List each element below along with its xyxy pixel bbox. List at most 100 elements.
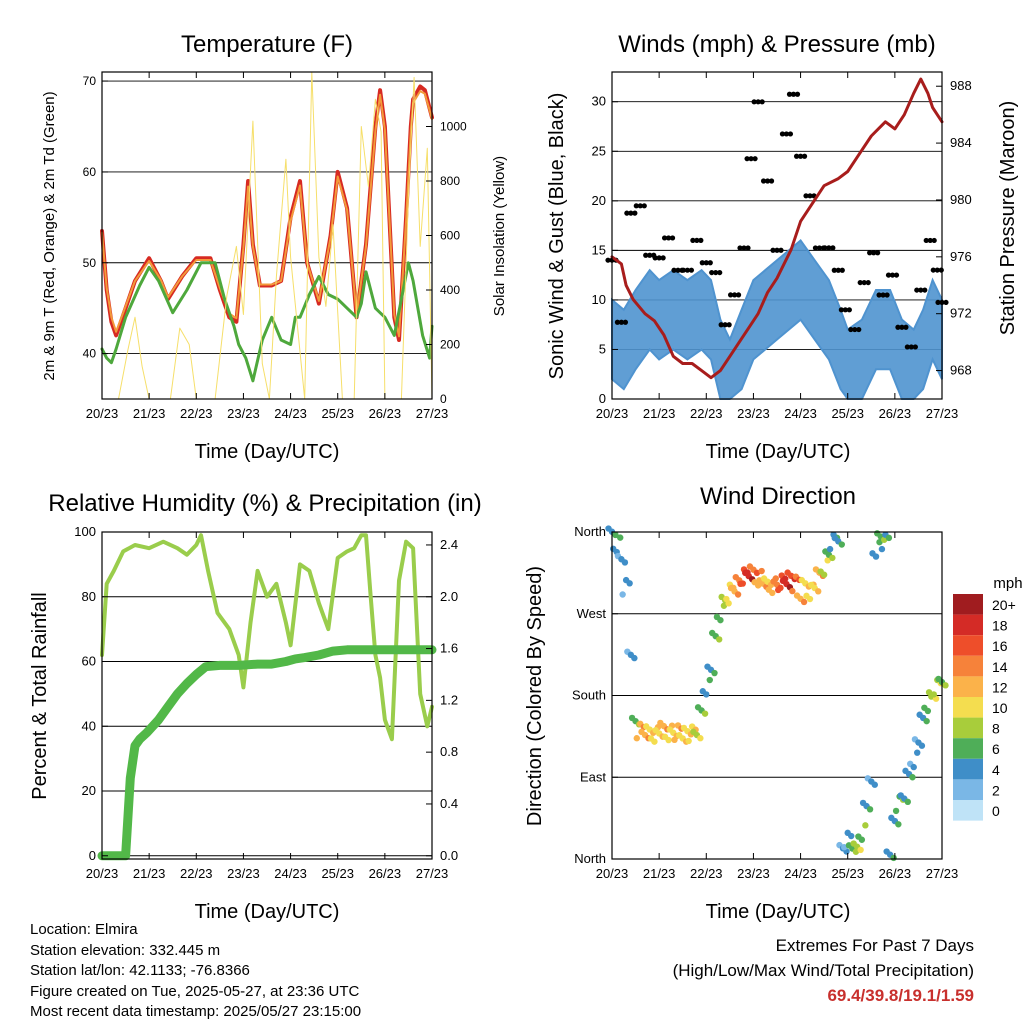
x-tick-label: 25/23 [831,866,864,881]
direction-point [723,595,730,603]
colorbar-label: 8 [992,721,1000,737]
direction-point [651,738,658,745]
y-tick-label: 10 [592,292,606,307]
gust-point [680,267,687,273]
x-tick-label: 22/23 [690,866,723,881]
gust-point [787,131,794,137]
x-tick-label: 20/23 [596,866,629,881]
gust-point [931,237,937,244]
total-rainfall-line [97,645,437,861]
speed-colorbar: mph 20+ 18 16 14 12 10 8 6 4 2 0 [953,575,1023,821]
gust-point [830,245,836,251]
colorbar-label: 6 [992,741,1000,757]
direction-point [829,554,836,562]
y2-tick-label: 2.4 [440,537,458,552]
gust-point [748,156,754,162]
direction-point [769,589,776,597]
winds-x-axis-label: Time (Day/UTC) [706,441,851,463]
x-tick-label: 23/23 [737,866,770,881]
extremes-values: 69.4/39.8/19.1/1.59 [827,986,974,1005]
humidity-title: Relative Humidity (%) & Precipitation (i… [48,490,481,517]
direction-point [910,763,917,771]
gust-point [842,307,848,313]
temperature-left-axis-label: 2m & 9m T (Red, Orange) & 2m Td (Green) [41,91,58,380]
gust-point [778,247,784,253]
gust-point [737,245,743,251]
y2-tick-label: 980 [950,192,972,207]
humidity-panel: Relative Humidity (%) & Precipitation (i… [29,490,482,923]
gust-point [848,326,854,333]
direction-point [621,559,629,566]
gust-point [856,326,862,333]
direction-point [930,691,937,698]
direction-point [858,836,866,843]
y-tick-label: 40 [83,347,97,361]
temperature-ticks: 40 50 60 70 0 200 400 600 800 1000 20/23 21/23 22/23… [83,72,467,421]
y-tick-label: 60 [82,654,96,669]
colorbar-swatch [953,676,983,697]
gust-point [797,153,804,159]
location-text: Location: Elmira [30,921,138,938]
gust-point [927,237,933,244]
y2-tick-label: 988 [950,78,972,93]
y2-tick-label: 200 [440,338,460,352]
colorbar-label: 4 [992,762,1000,778]
gust-point [812,245,819,251]
gust-point [707,260,713,266]
gust-point [774,247,780,253]
x-tick-label: 24/23 [784,866,817,881]
x-tick-label: 27/23 [926,406,959,421]
x-tick-label: 22/23 [180,406,213,421]
extremes-box: Extremes For Past 7 Days (High/Low/Max W… [673,933,974,1008]
gust-point [930,267,936,273]
9m-t-line [101,90,433,338]
relative-humidity-line [100,533,434,742]
y2-tick-label: 1.2 [440,692,458,707]
direction-point [612,531,619,539]
gust-point [779,131,786,137]
gust-point [899,324,905,330]
direction-point [942,682,949,689]
gust-point [656,255,662,261]
direction-point [820,571,828,578]
y2-tick-label: 984 [950,135,972,150]
gust-point [893,272,900,278]
gust-point [880,292,886,298]
gust-point [745,245,751,251]
x-tick-label: 20/23 [596,406,629,421]
y-tick-label: 20 [592,193,606,208]
gust-point [690,237,696,243]
gust-point [624,210,630,216]
latlon-text: Station lat/lon: 42.1133; -76.8366 [30,962,250,979]
gust-point [912,344,918,350]
gust-point [831,267,837,273]
gust-point [943,299,949,306]
direction-point [862,822,869,829]
direction-point [924,707,932,715]
direction-point [857,846,864,854]
colorbar-swatch [953,779,983,800]
direction-point [737,580,744,588]
gust-point [871,250,877,256]
y-tick-label: 100 [74,524,96,539]
elevation-text: Station elevation: 332.445 m [30,941,221,959]
y-tick-label: 30 [592,94,606,109]
y2-tick-label: 0 [440,392,447,406]
direction-x-axis-label: Time (Day/UTC) [706,901,851,923]
direction-point [890,854,897,862]
direction-point [665,736,672,744]
y-tick-label: 20 [82,783,96,798]
direction-point [717,616,724,624]
y2-tick-label: 400 [440,283,460,297]
colorbar-swatch [953,717,983,739]
temperature-x-axis-label: Time (Day/UTC) [195,441,340,463]
direction-point [806,595,814,603]
gust-point [652,255,658,261]
humidity-left-axis-label: Percent & Total Rainfall [29,592,51,800]
y-tick-label: 5 [599,341,606,356]
winds-title: Winds (mph) & Pressure (mb) [618,31,935,58]
gust-point [794,91,801,97]
gust-point [718,322,724,328]
gust-point [660,255,666,261]
